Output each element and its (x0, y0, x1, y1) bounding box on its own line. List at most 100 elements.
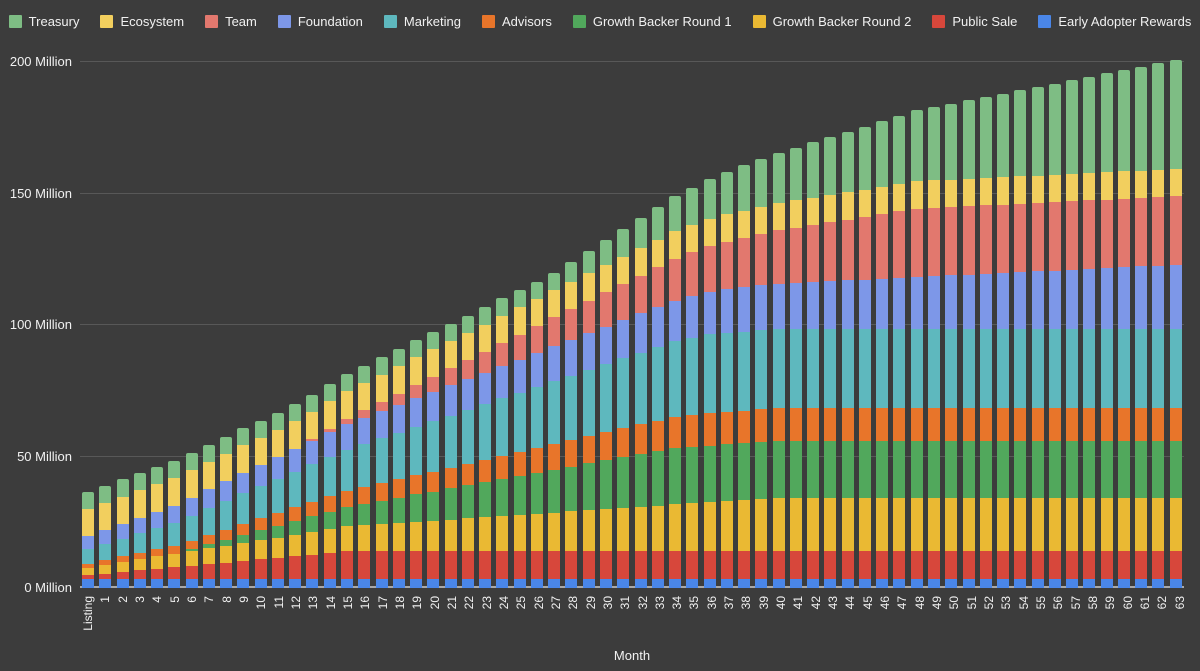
segment-marketing[interactable] (997, 329, 1010, 409)
segment-marketing[interactable] (133, 533, 146, 554)
segment-treasury[interactable] (1048, 83, 1061, 175)
segment-growth-backer-round-2[interactable] (116, 561, 129, 572)
segment-treasury[interactable] (962, 100, 975, 179)
segment-advisors[interactable] (99, 560, 112, 565)
segment-foundation[interactable] (1152, 265, 1165, 330)
segment-advisors[interactable] (669, 416, 682, 448)
segment-treasury[interactable] (271, 412, 284, 430)
segment-team[interactable] (1031, 203, 1044, 272)
segment-team[interactable] (858, 216, 871, 280)
segment-public-sale[interactable] (755, 551, 768, 580)
segment-marketing[interactable] (427, 421, 440, 472)
segment-advisors[interactable] (617, 428, 630, 458)
segment-growth-backer-round-2[interactable] (254, 540, 267, 560)
segment-marketing[interactable] (634, 352, 647, 425)
bar-month-59[interactable] (1100, 62, 1113, 588)
legend-item-public-sale[interactable]: Public Sale (932, 14, 1017, 29)
segment-public-sale[interactable] (807, 551, 820, 580)
segment-foundation[interactable] (738, 287, 751, 332)
bar-month-37[interactable] (720, 62, 733, 588)
bar-month-34[interactable] (669, 62, 682, 588)
segment-advisors[interactable] (82, 563, 94, 568)
segment-foundation[interactable] (686, 296, 699, 338)
segment-growth-backer-round-2[interactable] (893, 497, 906, 552)
segment-growth-backer-round-2[interactable] (841, 497, 854, 552)
segment-growth-backer-round-1[interactable] (358, 503, 371, 526)
segment-ecosystem[interactable] (858, 189, 871, 217)
segment-growth-backer-round-2[interactable] (1135, 497, 1148, 552)
segment-public-sale[interactable] (703, 551, 716, 580)
segment-advisors[interactable] (375, 483, 388, 501)
segment-treasury[interactable] (168, 461, 181, 479)
segment-growth-backer-round-1[interactable] (893, 441, 906, 498)
segment-growth-backer-round-2[interactable] (962, 497, 975, 552)
segment-marketing[interactable] (772, 329, 785, 409)
segment-growth-backer-round-2[interactable] (1014, 497, 1027, 552)
segment-early-adopter-rewards[interactable] (979, 579, 992, 588)
segment-foundation[interactable] (1135, 266, 1148, 330)
bar-month-28[interactable] (565, 62, 578, 588)
segment-advisors[interactable] (807, 408, 820, 442)
segment-growth-backer-round-2[interactable] (323, 529, 336, 554)
segment-ecosystem[interactable] (755, 206, 768, 235)
segment-treasury[interactable] (1152, 63, 1165, 170)
segment-team[interactable] (340, 418, 353, 425)
segment-foundation[interactable] (669, 300, 682, 342)
segment-public-sale[interactable] (1048, 551, 1061, 580)
segment-early-adopter-rewards[interactable] (634, 579, 647, 588)
segment-growth-backer-round-2[interactable] (772, 497, 785, 552)
segment-marketing[interactable] (1135, 329, 1148, 409)
segment-public-sale[interactable] (599, 551, 612, 580)
segment-marketing[interactable] (358, 444, 371, 488)
segment-foundation[interactable] (841, 280, 854, 330)
segment-marketing[interactable] (306, 464, 319, 503)
segment-early-adopter-rewards[interactable] (116, 579, 129, 588)
bar-month-30[interactable] (599, 62, 612, 588)
segment-early-adopter-rewards[interactable] (1066, 579, 1079, 588)
segment-ecosystem[interactable] (686, 225, 699, 253)
segment-growth-backer-round-2[interactable] (99, 564, 112, 574)
segment-advisors[interactable] (116, 556, 129, 562)
segment-advisors[interactable] (824, 408, 837, 442)
segment-advisors[interactable] (427, 471, 440, 492)
segment-marketing[interactable] (669, 341, 682, 417)
segment-early-adopter-rewards[interactable] (789, 579, 802, 588)
segment-public-sale[interactable] (116, 571, 129, 580)
segment-advisors[interactable] (306, 502, 319, 517)
bar-month-19[interactable] (410, 62, 423, 588)
segment-growth-backer-round-1[interactable] (738, 443, 751, 500)
segment-advisors[interactable] (202, 534, 215, 545)
segment-growth-backer-round-2[interactable] (1100, 497, 1113, 552)
segment-foundation[interactable] (202, 489, 215, 509)
segment-marketing[interactable] (289, 471, 302, 508)
segment-foundation[interactable] (461, 378, 474, 410)
segment-growth-backer-round-2[interactable] (375, 524, 388, 552)
segment-ecosystem[interactable] (548, 290, 561, 318)
segment-growth-backer-round-2[interactable] (202, 548, 215, 565)
segment-public-sale[interactable] (220, 562, 233, 580)
bar-month-18[interactable] (392, 62, 405, 588)
segment-advisors[interactable] (1031, 408, 1044, 442)
bar-month-42[interactable] (807, 62, 820, 588)
segment-foundation[interactable] (358, 417, 371, 445)
segment-advisors[interactable] (1066, 408, 1079, 442)
segment-foundation[interactable] (254, 464, 267, 487)
segment-treasury[interactable] (789, 147, 802, 201)
segment-growth-backer-round-2[interactable] (185, 551, 198, 566)
segment-growth-backer-round-2[interactable] (582, 510, 595, 552)
segment-growth-backer-round-2[interactable] (289, 534, 302, 557)
segment-advisors[interactable] (582, 436, 595, 464)
segment-ecosystem[interactable] (392, 366, 405, 394)
bar-month-22[interactable] (461, 62, 474, 588)
bar-month-27[interactable] (548, 62, 561, 588)
segment-ecosystem[interactable] (703, 218, 716, 247)
segment-marketing[interactable] (651, 346, 664, 421)
segment-treasury[interactable] (979, 97, 992, 179)
segment-growth-backer-round-1[interactable] (910, 441, 923, 498)
bar-month-13[interactable] (306, 62, 319, 588)
segment-team[interactable] (755, 234, 768, 286)
segment-treasury[interactable] (82, 491, 94, 509)
segment-ecosystem[interactable] (427, 349, 440, 377)
segment-growth-backer-round-2[interactable] (928, 497, 941, 552)
segment-ecosystem[interactable] (479, 324, 492, 352)
